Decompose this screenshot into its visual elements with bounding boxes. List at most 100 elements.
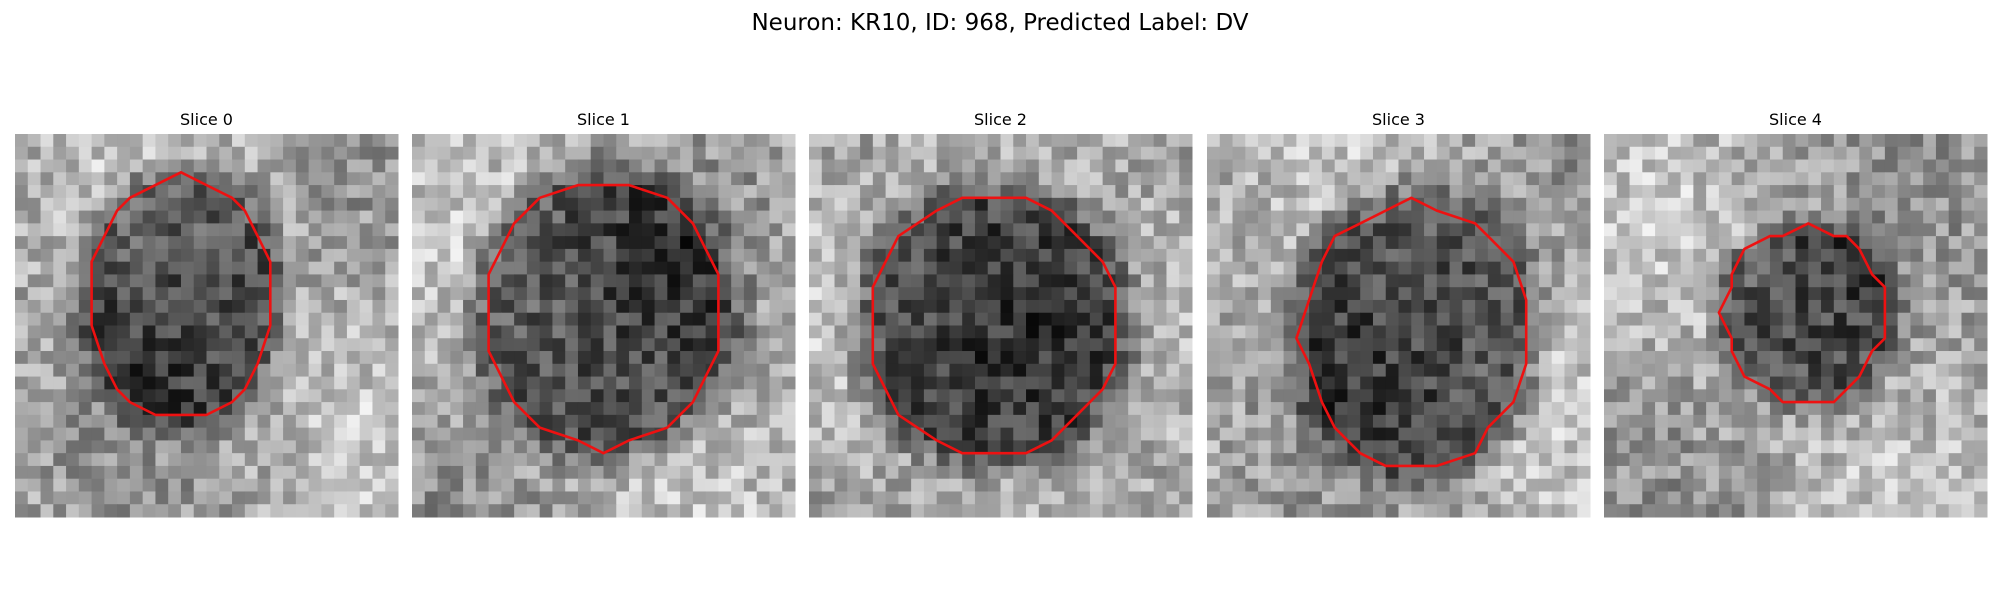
pixel: [308, 478, 322, 492]
pixel: [756, 223, 770, 237]
pixel: [1102, 134, 1116, 148]
pixel: [692, 261, 707, 275]
pixel: [142, 299, 156, 314]
pixel: [1680, 453, 1694, 467]
pixel: [821, 389, 836, 403]
pixel: [1655, 453, 1669, 467]
pixel: [526, 363, 541, 378]
pixel: [1436, 414, 1451, 429]
pixel: [756, 185, 770, 199]
pixel: [1038, 185, 1053, 199]
pixel: [206, 287, 220, 301]
pixel: [346, 440, 361, 454]
pixel: [1769, 312, 1784, 326]
pixel: [488, 491, 502, 505]
pixel: [1270, 427, 1285, 441]
pixel: [1064, 146, 1078, 161]
pixel: [641, 414, 656, 429]
pixel: [1321, 427, 1336, 441]
pixel: [1897, 299, 1911, 314]
pixel: [1500, 427, 1514, 441]
pixel: [232, 172, 246, 186]
pixel: [756, 236, 770, 250]
pixel: [1089, 453, 1104, 467]
pixel: [1334, 504, 1348, 518]
pixel: [1207, 287, 1221, 301]
pixel: [1693, 248, 1707, 263]
pixel: [1283, 402, 1297, 416]
pixel: [847, 274, 861, 288]
pixel: [577, 465, 592, 480]
pixel: [1245, 223, 1259, 237]
pixel: [1296, 376, 1310, 390]
pixel: [629, 274, 643, 288]
pixel: [488, 376, 502, 390]
pixel: [743, 414, 758, 429]
pixel: [1884, 376, 1899, 390]
pixel: [911, 261, 925, 275]
pixel: [1808, 299, 1822, 314]
pixel: [1706, 197, 1720, 212]
pixel: [463, 261, 477, 275]
pixel: [1360, 478, 1374, 492]
pixel: [1309, 134, 1323, 148]
pixel: [1833, 223, 1848, 237]
pixel: [1604, 325, 1618, 339]
pixel: [1102, 504, 1116, 518]
pixel: [847, 134, 861, 148]
pixel: [1923, 478, 1937, 492]
pixel: [1693, 414, 1707, 429]
pixel: [962, 363, 976, 378]
pixel: [1833, 274, 1848, 288]
pixel: [1500, 210, 1514, 224]
pixel: [1140, 159, 1155, 173]
pixel: [834, 427, 848, 441]
pixel: [962, 478, 976, 492]
pixel: [488, 440, 502, 454]
pixel: [1604, 159, 1618, 173]
pixel: [257, 440, 271, 454]
pixel: [1859, 236, 1873, 250]
pixel: [1077, 376, 1091, 390]
pixel: [1385, 185, 1399, 199]
pixel: [1013, 312, 1027, 326]
pixel: [1372, 427, 1387, 441]
pixel: [1693, 159, 1707, 173]
pixel: [257, 287, 271, 301]
pixel: [1128, 248, 1142, 263]
pixel: [731, 440, 745, 454]
pixel: [1449, 134, 1463, 148]
pixel: [129, 159, 144, 173]
pixel: [1309, 146, 1323, 161]
pixel: [654, 134, 668, 148]
pixel: [168, 236, 182, 250]
pixel: [821, 312, 836, 326]
pixel: [232, 402, 246, 416]
segmentation-contour: [90, 171, 272, 417]
pixel: [232, 248, 246, 263]
pixel: [743, 299, 758, 314]
pixel: [1219, 363, 1234, 378]
pixel: [1360, 299, 1374, 314]
pixel: [1051, 325, 1065, 339]
pixel: [155, 261, 169, 275]
pixel: [53, 351, 67, 365]
pixel: [860, 146, 874, 161]
pixel: [66, 274, 80, 288]
pixel: [1309, 504, 1323, 518]
pixel: [743, 261, 758, 275]
pixel: [244, 261, 259, 275]
pixel: [1782, 134, 1796, 148]
pixel: [743, 146, 758, 161]
pixel: [283, 134, 297, 148]
pixel: [898, 427, 912, 441]
pixel: [1385, 159, 1399, 173]
pixel: [987, 236, 1001, 250]
pixel: [168, 363, 182, 378]
pixel: [603, 376, 617, 390]
pixel: [1475, 351, 1489, 365]
pixel: [232, 414, 246, 429]
pixel: [437, 325, 451, 339]
pixel: [463, 376, 477, 390]
pixel: [1140, 402, 1155, 416]
